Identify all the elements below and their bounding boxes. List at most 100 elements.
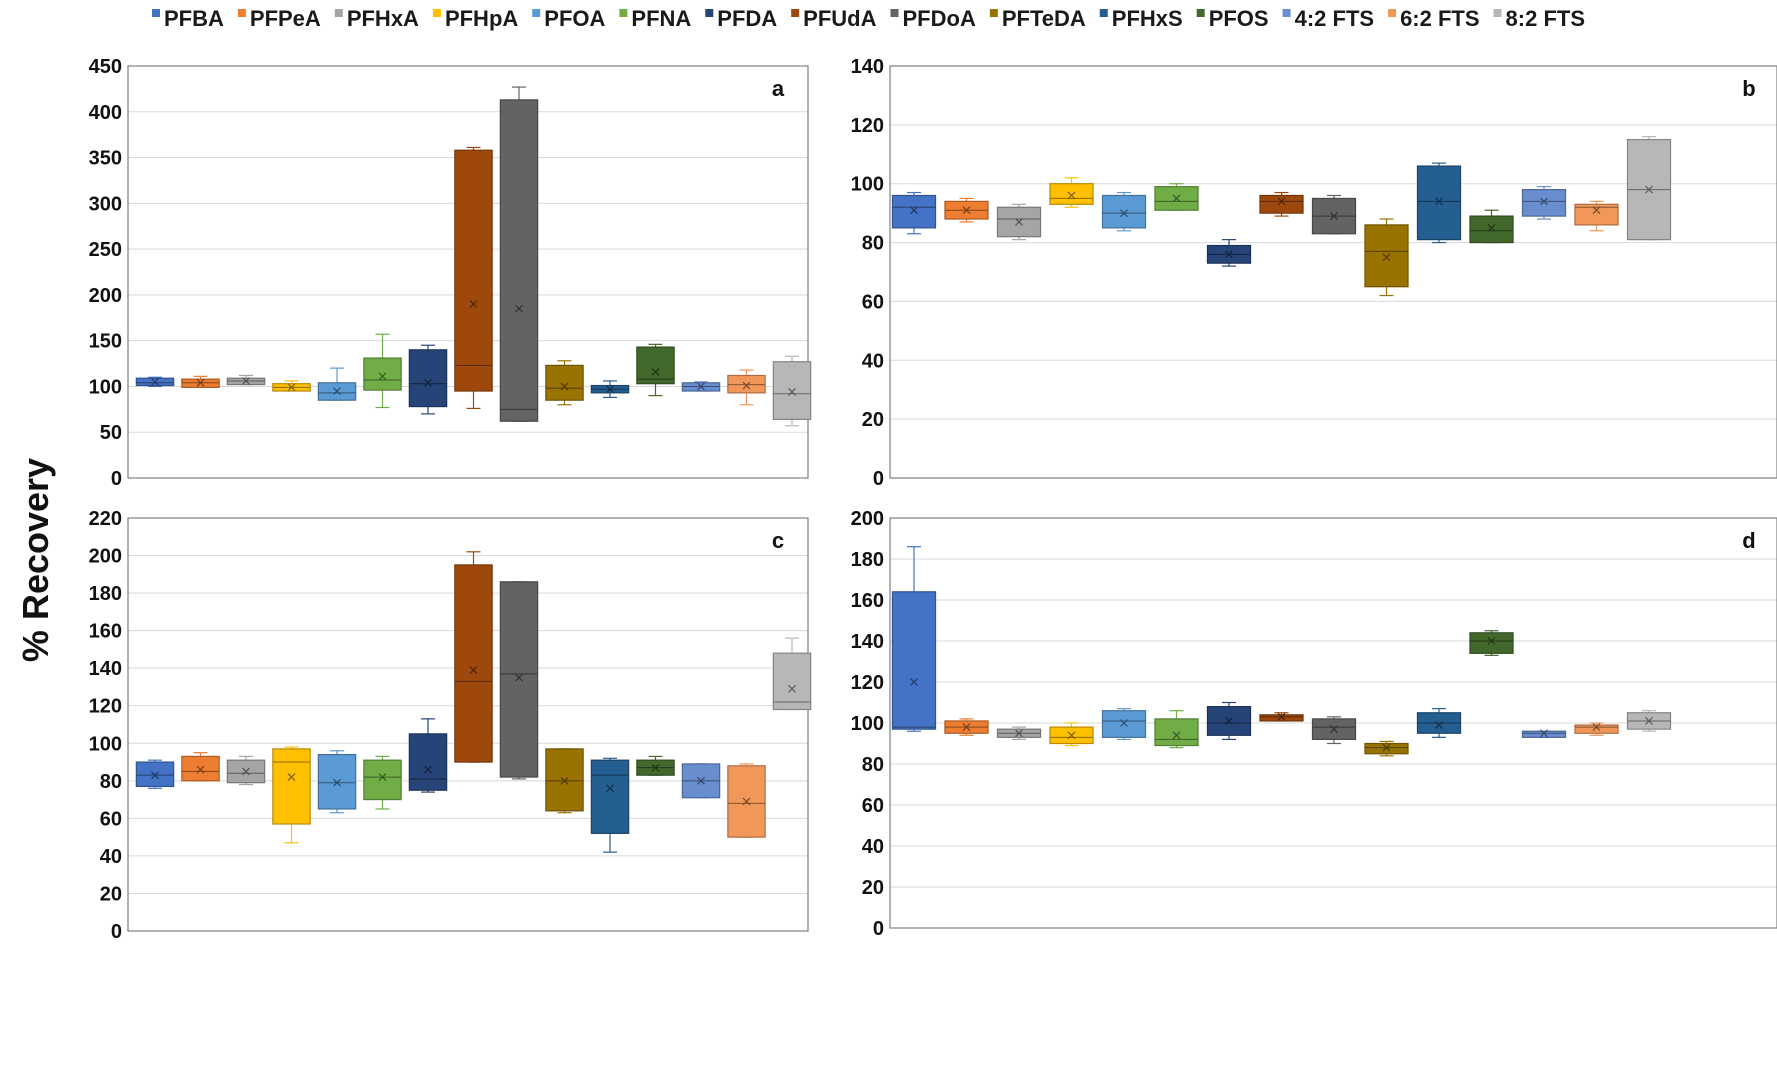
y-axis-label: % Recovery: [15, 458, 56, 662]
box-iqr: [408, 349, 448, 408]
box-iqr: [1574, 724, 1619, 734]
box-iqr: [891, 591, 937, 730]
box-iqr: [363, 357, 402, 391]
box-pfda: [408, 718, 448, 793]
box-pfna: [363, 755, 402, 810]
box-pfoa: [317, 367, 357, 401]
y-tick-label: 60: [862, 291, 884, 313]
panel-label: b: [1742, 76, 1755, 101]
legend-label: 4:2 FTS: [1295, 6, 1374, 31]
box-pfuda: [1259, 191, 1304, 217]
mean-marker: [742, 797, 751, 806]
box-4-2-fts: [681, 381, 721, 392]
mean-marker: [1067, 731, 1076, 740]
panel-label: a: [772, 76, 785, 101]
legend-label: PFPeA: [250, 6, 321, 31]
mean-marker: [424, 765, 432, 774]
legend-swatch: [890, 9, 899, 17]
mean-marker: [651, 367, 660, 376]
legend-item-pfda: PFDA: [705, 6, 777, 31]
mean-marker: [560, 382, 569, 391]
legend-label: PFOS: [1209, 6, 1269, 31]
box-4-2-fts: [1521, 729, 1567, 738]
box-pfdoa: [1311, 194, 1357, 235]
box-pfba: [891, 191, 937, 235]
box-pfuda: [1259, 712, 1304, 722]
y-tick-label: 400: [89, 102, 122, 124]
box-iqr: [545, 364, 584, 401]
box-pfoa: [1101, 708, 1147, 741]
mean-marker: [1592, 206, 1601, 215]
box-8-2-fts: [772, 355, 812, 427]
panel-label: d: [1742, 528, 1755, 553]
box-iqr: [1259, 714, 1304, 722]
y-tick-label: 120: [851, 115, 884, 137]
legend-label: 8:2 FTS: [1506, 6, 1585, 31]
legend-item-6-2-fts: 6:2 FTS: [1388, 6, 1480, 31]
mean-marker: [1277, 197, 1286, 206]
plot-area-frame: [127, 65, 809, 479]
mean-marker: [515, 304, 523, 313]
mean-marker: [1645, 185, 1653, 194]
y-tick-label: 150: [89, 331, 122, 353]
box-iqr: [1521, 730, 1567, 738]
box-8-2-fts: [1626, 136, 1672, 241]
legend-label: 6:2 FTS: [1400, 6, 1479, 31]
y-tick-label: 80: [862, 233, 884, 255]
box-iqr: [454, 564, 493, 763]
mean-marker: [287, 773, 296, 781]
box-4-2-fts: [1521, 186, 1567, 220]
y-tick-label: 250: [89, 239, 122, 261]
box-pfdoa: [499, 86, 539, 422]
mean-marker: [910, 206, 918, 215]
mean-marker: [1382, 253, 1391, 262]
box-pfna: [1154, 183, 1199, 211]
mean-marker: [1592, 723, 1601, 732]
box-pfpea: [944, 718, 989, 736]
box-iqr: [1049, 183, 1094, 205]
box-pfdoa: [1311, 716, 1357, 745]
mean-marker: [424, 378, 432, 387]
mean-marker: [151, 377, 159, 386]
mean-marker: [242, 377, 250, 385]
mean-marker: [962, 723, 971, 732]
mean-marker: [1330, 212, 1338, 221]
mean-marker: [651, 763, 660, 772]
mean-marker: [196, 378, 205, 387]
legend-swatch: [1493, 9, 1502, 17]
plot-area-frame: [889, 517, 1777, 929]
legend-swatch: [705, 9, 714, 17]
box-pfteda: [1364, 740, 1409, 757]
panel-a: 0 50 100 150 200 250 300 350 400 450 a: [89, 56, 812, 490]
y-tick-label: 180: [89, 583, 122, 605]
box-iqr: [181, 755, 220, 782]
legend-label: PFHxS: [1112, 6, 1183, 31]
legend-swatch: [791, 9, 800, 17]
y-tick-label: 20: [100, 883, 122, 905]
box-iqr: [499, 581, 539, 778]
box-iqr: [772, 652, 812, 711]
legend-label: PFNA: [631, 6, 691, 31]
legend-item-pfhpa: PFHpA: [432, 6, 518, 31]
mean-marker: [1120, 719, 1128, 727]
legend-label: PFUdA: [803, 6, 876, 31]
box-pfpea: [181, 752, 220, 782]
legend-swatch: [1196, 9, 1205, 17]
box-pfhxs: [1416, 162, 1462, 244]
y-tick-label: 40: [100, 846, 122, 868]
panel-label: c: [772, 528, 784, 553]
box-iqr: [636, 346, 675, 385]
box-pfhxs: [590, 757, 630, 853]
y-tick-label: 200: [851, 508, 884, 530]
mean-marker: [287, 383, 296, 392]
box-pfhpa: [272, 380, 311, 392]
y-tick-label: 120: [851, 672, 884, 694]
box-pfoa: [1101, 191, 1147, 232]
y-tick-label: 200: [89, 285, 122, 307]
legend-swatch: [237, 9, 246, 17]
box-pfhpa: [1049, 722, 1094, 747]
box-6-2-fts: [1574, 722, 1619, 736]
mean-marker: [1330, 725, 1338, 734]
mean-marker: [1540, 729, 1548, 738]
box-pfhpa: [272, 746, 311, 844]
